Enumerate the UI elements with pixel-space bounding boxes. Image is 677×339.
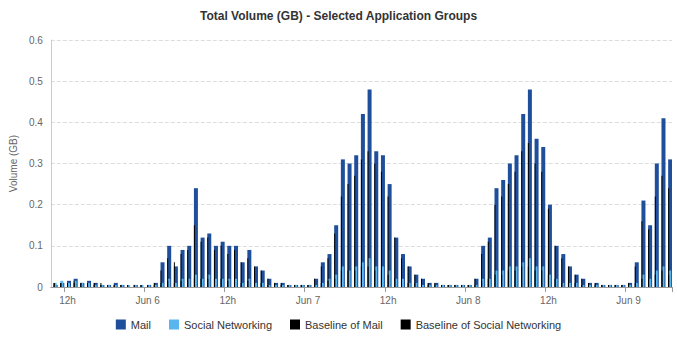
svg-text:Baseline of Social Networking: Baseline of Social Networking (416, 319, 562, 331)
svg-text:Volume (GB): Volume (GB) (8, 135, 19, 192)
svg-text:0.3: 0.3 (29, 158, 43, 169)
svg-text:12h: 12h (59, 295, 76, 306)
svg-text:Jun 7: Jun 7 (296, 295, 321, 306)
svg-text:Total Volume (GB) - Selected A: Total Volume (GB) - Selected Application… (200, 9, 477, 23)
svg-text:12h: 12h (219, 295, 236, 306)
svg-text:0.5: 0.5 (29, 76, 43, 87)
svg-text:Jun 8: Jun 8 (456, 295, 481, 306)
svg-text:0.1: 0.1 (29, 240, 43, 251)
svg-text:12h: 12h (380, 295, 397, 306)
svg-text:Jun 9: Jun 9 (616, 295, 641, 306)
svg-text:Mail: Mail (131, 319, 151, 331)
svg-text:0.4: 0.4 (29, 117, 43, 128)
svg-text:Jun 6: Jun 6 (135, 295, 160, 306)
svg-text:12h: 12h (540, 295, 557, 306)
svg-text:0: 0 (37, 282, 43, 293)
svg-text:Social Networking: Social Networking (184, 319, 272, 331)
svg-text:Baseline of Mail: Baseline of Mail (305, 319, 383, 331)
svg-text:0.2: 0.2 (29, 199, 43, 210)
svg-text:0.6: 0.6 (29, 35, 43, 46)
